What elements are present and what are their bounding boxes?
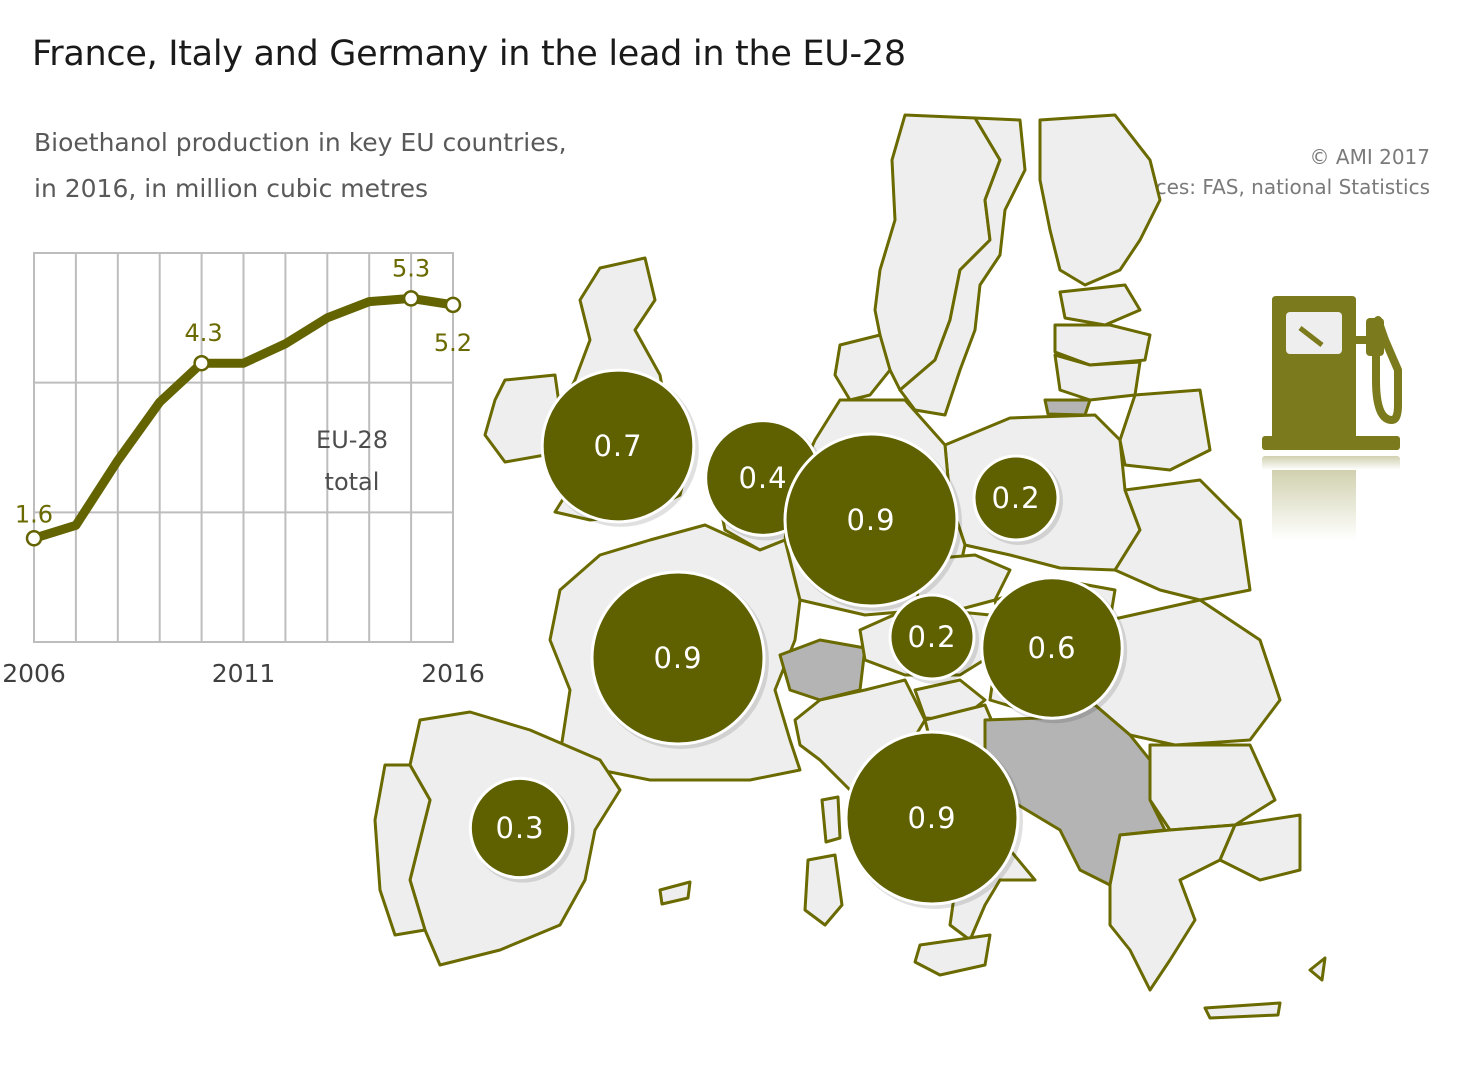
country-kaliningrad: [1043, 398, 1092, 417]
bubble-shadow-hungary: [982, 578, 1128, 724]
country-france: [548, 523, 802, 782]
chart-subtitle: Bioethanol production in key EU countrie…: [34, 120, 567, 212]
copyright-text: © AMI 2017: [1309, 145, 1430, 169]
bubble-label-hungary: 0.6: [1027, 631, 1076, 665]
island-crete: [1203, 1001, 1282, 1020]
bubble-belgium-netherlands: [704, 419, 822, 537]
bubble-label-france: 0.9: [653, 641, 702, 675]
x-tick-2011: 2011: [212, 659, 276, 688]
island-mallorca: [658, 880, 692, 906]
country-denmark: [833, 333, 892, 402]
chart-series: [29, 293, 458, 543]
country-turkey-edge: [1218, 813, 1302, 882]
bubble-label-united-kingdom: 0.7: [593, 429, 642, 463]
production-bubbles: 0.7 0.4 0.9 0.2 0.9 0.2 0.6 0.3 0.9: [468, 368, 1128, 909]
point-marker-2010: [193, 354, 210, 372]
point-marker-2016: [444, 296, 462, 314]
eu28-line-chart: 1.6 4.3 5.3 5.2 2006 2011 2016 EU-28 total: [2, 252, 485, 688]
bubble-label-poland: 0.2: [991, 481, 1040, 515]
country-belarus: [1118, 388, 1212, 472]
island-corsica: [820, 795, 842, 844]
data-label-2006: 1.6: [15, 500, 53, 528]
bubble-shadow-spain: [471, 779, 575, 883]
country-spain: [408, 710, 622, 967]
island-cyprus: [1308, 956, 1327, 982]
country-norway: [873, 113, 1002, 392]
data-label-2010: 4.3: [185, 319, 223, 347]
bubble-shadow-france: [593, 573, 769, 749]
country-lithuania: [1053, 353, 1142, 402]
bubble-label-germany: 0.9: [846, 503, 895, 537]
subtitle-line-2: in 2016, in million cubic metres: [34, 174, 428, 203]
country-austria: [858, 608, 1002, 677]
country-portugal: [373, 763, 432, 937]
subtitle-line-1: Bioethanol production in key EU countrie…: [34, 128, 567, 157]
bubble-shadow-austria: [891, 596, 979, 684]
country-germany: [778, 398, 967, 617]
bubble-austria: [888, 593, 976, 681]
country-united-kingdom: [553, 256, 692, 522]
bubble-france: [590, 570, 766, 746]
island-sardinia: [803, 853, 844, 927]
bubble-italy: [844, 730, 1020, 906]
bubble-germany: [783, 432, 959, 608]
country-slovakia: [993, 578, 1117, 632]
fuel-pump-icon: [1262, 296, 1402, 540]
data-label-2016: 5.2: [434, 329, 472, 357]
region-western-balkans: [983, 703, 1167, 887]
country-poland: [943, 413, 1142, 572]
bubble-label-italy: 0.9: [907, 801, 956, 835]
country-greece: [1108, 823, 1237, 992]
country-italy: [793, 678, 1037, 942]
country-hungary: [988, 618, 1122, 717]
island-sicily: [913, 933, 992, 977]
country-croatia: [923, 703, 1002, 822]
europe-map: [373, 113, 1327, 1020]
data-label-2015: 5.3: [392, 254, 430, 282]
country-belgium: [718, 498, 792, 552]
country-latvia: [1053, 323, 1152, 367]
bubble-shadow-germany: [786, 435, 962, 611]
series-label-line-2: total: [325, 468, 380, 496]
bubble-shadow-poland: [975, 457, 1063, 545]
bubble-united-kingdom: [540, 368, 696, 524]
x-tick-2006: 2006: [2, 659, 66, 688]
bubble-shadow-united-kingdom: [543, 371, 699, 527]
eu28-series-line: [29, 293, 458, 543]
x-tick-2016: 2016: [421, 659, 485, 688]
bubble-poland: [972, 454, 1060, 542]
country-romania: [1093, 598, 1282, 747]
country-ireland: [483, 373, 562, 464]
chart-title: France, Italy and Germany in the lead in…: [32, 34, 906, 74]
credits: © AMI 2017 Sources: FAS, national Statis…: [1110, 142, 1430, 202]
country-estonia: [1058, 283, 1142, 327]
sources-text: Sources: FAS, national Statistics: [1110, 175, 1430, 199]
country-slovenia: [913, 678, 987, 722]
bubble-label-austria: 0.2: [907, 620, 956, 654]
bubble-spain: [468, 776, 572, 880]
chart-grid: [33, 252, 454, 643]
bubble-label-spain: 0.3: [495, 811, 544, 845]
point-marker-2015: [402, 290, 420, 307]
bubble-label-belgium-netherlands: 0.4: [738, 461, 787, 495]
country-netherlands: [743, 438, 807, 507]
country-sweden: [898, 116, 1027, 417]
country-bulgaria: [1148, 743, 1277, 832]
point-marker-2006: [25, 530, 43, 547]
bubble-shadow-belgium-netherlands: [706, 421, 826, 541]
country-switzerland: [778, 638, 867, 702]
series-label-line-1: EU-28: [316, 426, 388, 454]
bubble-shadow-italy: [847, 733, 1023, 909]
chart-frame: [33, 252, 454, 643]
chart-labels: 1.6 4.3 5.3 5.2 2006 2011 2016 EU-28 total: [2, 254, 485, 688]
bubble-hungary: [980, 576, 1124, 720]
country-ukraine: [1113, 478, 1252, 602]
country-czechia: [913, 553, 1012, 614]
